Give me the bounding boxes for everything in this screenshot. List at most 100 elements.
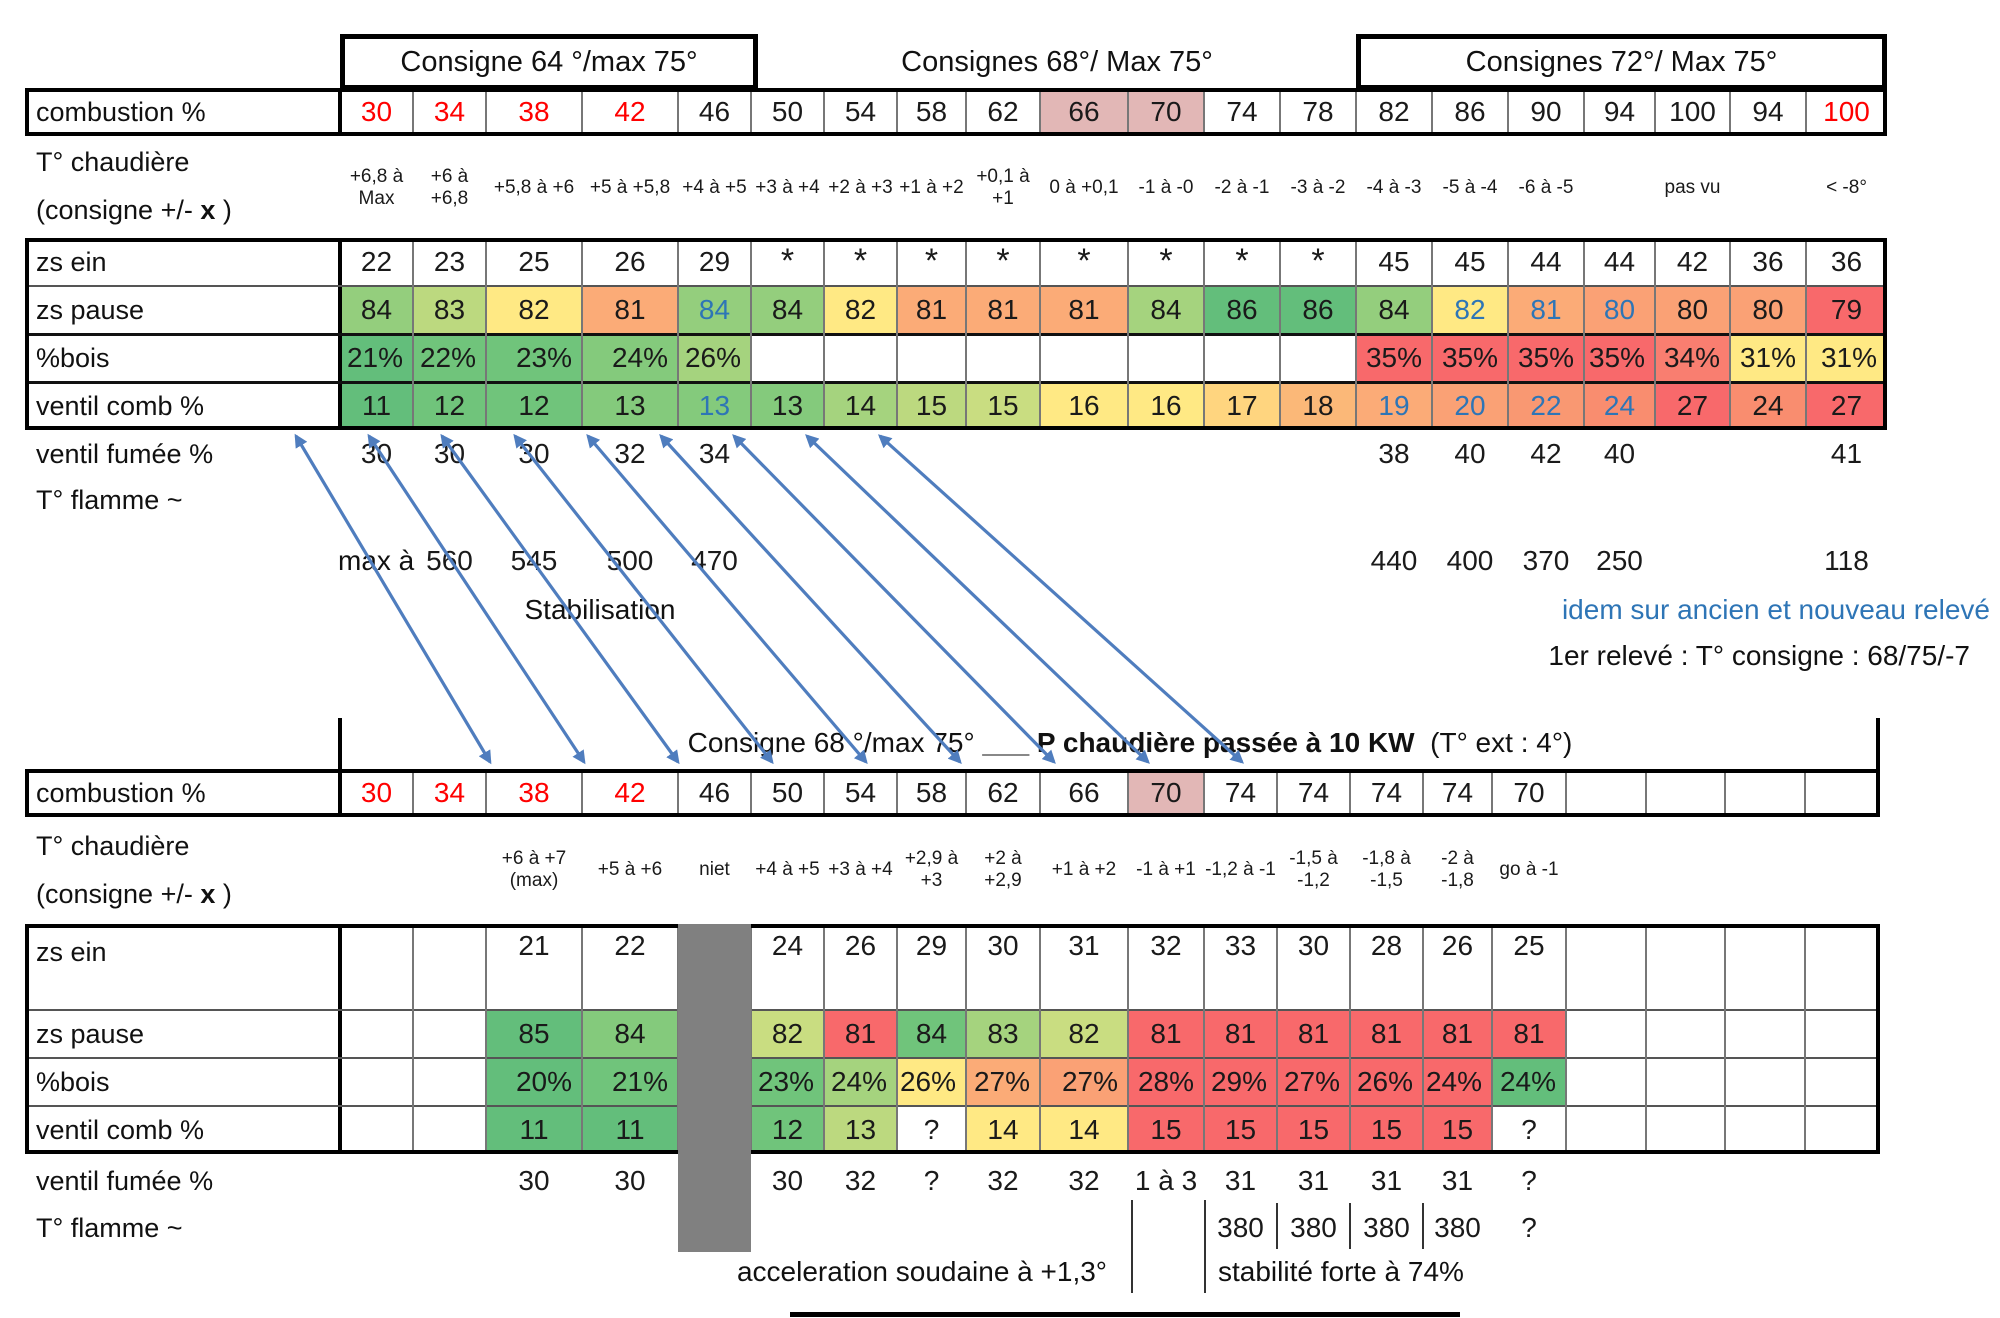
grid-vline [338,924,342,1154]
cell-bg [582,1058,678,1106]
t1-zs-pause-cell: 84 [1150,293,1182,325]
t1-combustion-cell: 34 [433,95,466,127]
grid-vline [1203,90,1205,134]
grid-vline [1039,240,1041,428]
cell-bg [1584,382,1655,430]
t1-bois-cell: 23% [515,341,572,373]
tchaud2-suffix: ) [215,195,232,225]
t1-zs-ein-cell: 45 [1378,245,1410,277]
cell-bg [1806,334,1887,382]
t1-combustion-cell: 100 [1823,95,1870,127]
t1-zs-pause-cell: 82 [844,293,877,325]
grid-vline [1645,926,1647,1152]
premier-releve-note: 1er relevé : T° consigne : 68/75/-7 [1548,640,1970,671]
grid-vline [677,90,679,134]
t1-combustion-cell: 58 [915,95,948,127]
cell-bg [1508,334,1584,382]
t2-combustion-cell: 54 [844,776,877,808]
cell-bg [751,286,824,334]
t2-combustion-cell: 74 [1441,776,1474,808]
t1-zs-ein-cell: * [1235,242,1249,281]
cell-bg [1280,382,1356,430]
t1-combustion-cell: 70 [1150,95,1182,127]
cropped-row-edge [790,1312,1460,1317]
t2-ventil-fumee-cell: 32 [844,1165,877,1197]
cell-bg [1655,334,1730,382]
t1-zs-pause-cell: 82 [1454,293,1486,325]
grid-vline [1583,90,1585,134]
t1-ventil-fumee-cell: 42 [1530,437,1562,469]
cell-bg [751,1106,824,1154]
cell-bg [751,1010,824,1058]
t1-combustion-box [25,88,1887,136]
t1-zs-pause-cell: 81 [915,293,948,325]
t2-zs-pause-cell: 81 [844,1017,877,1049]
grid-vline [1654,240,1656,428]
t1-combustion-cell: 46 [698,95,731,127]
cell-bg [582,1010,678,1058]
t1-ventil-comb-cell: 16 [1150,389,1182,421]
separator-line [1204,1200,1206,1293]
cell-bg [966,382,1040,430]
consigne-72-label: Consignes 72°/ Max 75° [1465,45,1778,78]
t1-t-flamme-label: T° flamme ~ [36,485,183,515]
grid-vline [1654,90,1656,134]
cell-bg [1128,286,1204,334]
t2-bois-cell: 24% [830,1065,887,1097]
t2-combustion-cell: 34 [433,776,466,808]
t1-combustion-cell: 86 [1454,95,1486,127]
t2-bois-cell: 27% [1283,1065,1340,1097]
t2-ventil-fumee-cell: ? [1521,1165,1537,1197]
grid-vline [1279,90,1281,134]
t1-zs-pause-cell: 84 [698,293,731,325]
grid-vline [823,240,825,428]
consigne-72-box [1356,34,1887,90]
cell-bg [1204,1106,1277,1154]
t2-zs-pause-cell: 81 [1370,1017,1403,1049]
cell-bg [1204,1010,1277,1058]
t2-ventil-comb-cell: 15 [1150,1113,1182,1145]
t1-t-flamme-cell: 400 [1446,544,1494,576]
t2-ventil-fumee-cell: 31 [1441,1165,1474,1197]
t1-tchaudiere-label2: (consigne +/- x ) [36,188,232,232]
idem-note: idem sur ancien et nouveau relevé [1561,594,1990,625]
arrow-line [732,434,1056,764]
t2-combustion-cell: 66 [1068,776,1100,808]
grid-vline [1127,771,1129,815]
grid-vline [677,240,679,428]
consigne-64-label: Consigne 64 °/max 75° [400,45,698,78]
cell-bg [486,1106,582,1154]
t2-combustion-cell: 62 [987,776,1019,808]
grid-vline [896,771,898,815]
cell-bg [897,286,966,334]
stabilite-note: stabilité forte à 74% [1218,1256,1464,1287]
cell-bg [1730,286,1806,334]
t1-combustion-cell: 30 [360,95,393,127]
cell-bg [678,382,751,430]
cell-bg [1432,286,1508,334]
cell-bg [824,286,897,334]
grid-vline [823,926,825,1152]
cell-bg [1356,382,1432,430]
t2-combustion-box [25,769,1880,817]
t2-zs-ein-cell: 26 [844,930,877,961]
t1-ventil-fumee-cell: 34 [698,437,731,469]
cell-bg [340,334,413,382]
grid-vline [1279,240,1281,428]
t1-zs-ein-cell: * [1311,242,1325,281]
t2-t-flamme-cell: 380 [1217,1212,1264,1244]
t2-ventil-comb-cell: 12 [771,1113,804,1145]
t2-ventil-fumee-cell: 31 [1370,1165,1403,1197]
t2-t-flamme-cell: 380 [1363,1212,1410,1244]
cell-bg [1423,1058,1492,1106]
grid-vline [1203,926,1205,1152]
t1-combustion-cell: 90 [1530,95,1562,127]
t1-ventil-comb-cell: 27 [1676,389,1709,421]
t1-combustion-cell: 78 [1302,95,1334,127]
t2-tchaudiere-cell: +5 à +6 [597,859,663,881]
grid-vline [485,90,487,134]
t1-tchaudiere-cell: -1 à -0 [1138,177,1194,199]
grid-vline [412,771,414,815]
t1-tchaudiere-cell: +4 à +5 [682,177,747,199]
grid-vline [1431,90,1433,134]
